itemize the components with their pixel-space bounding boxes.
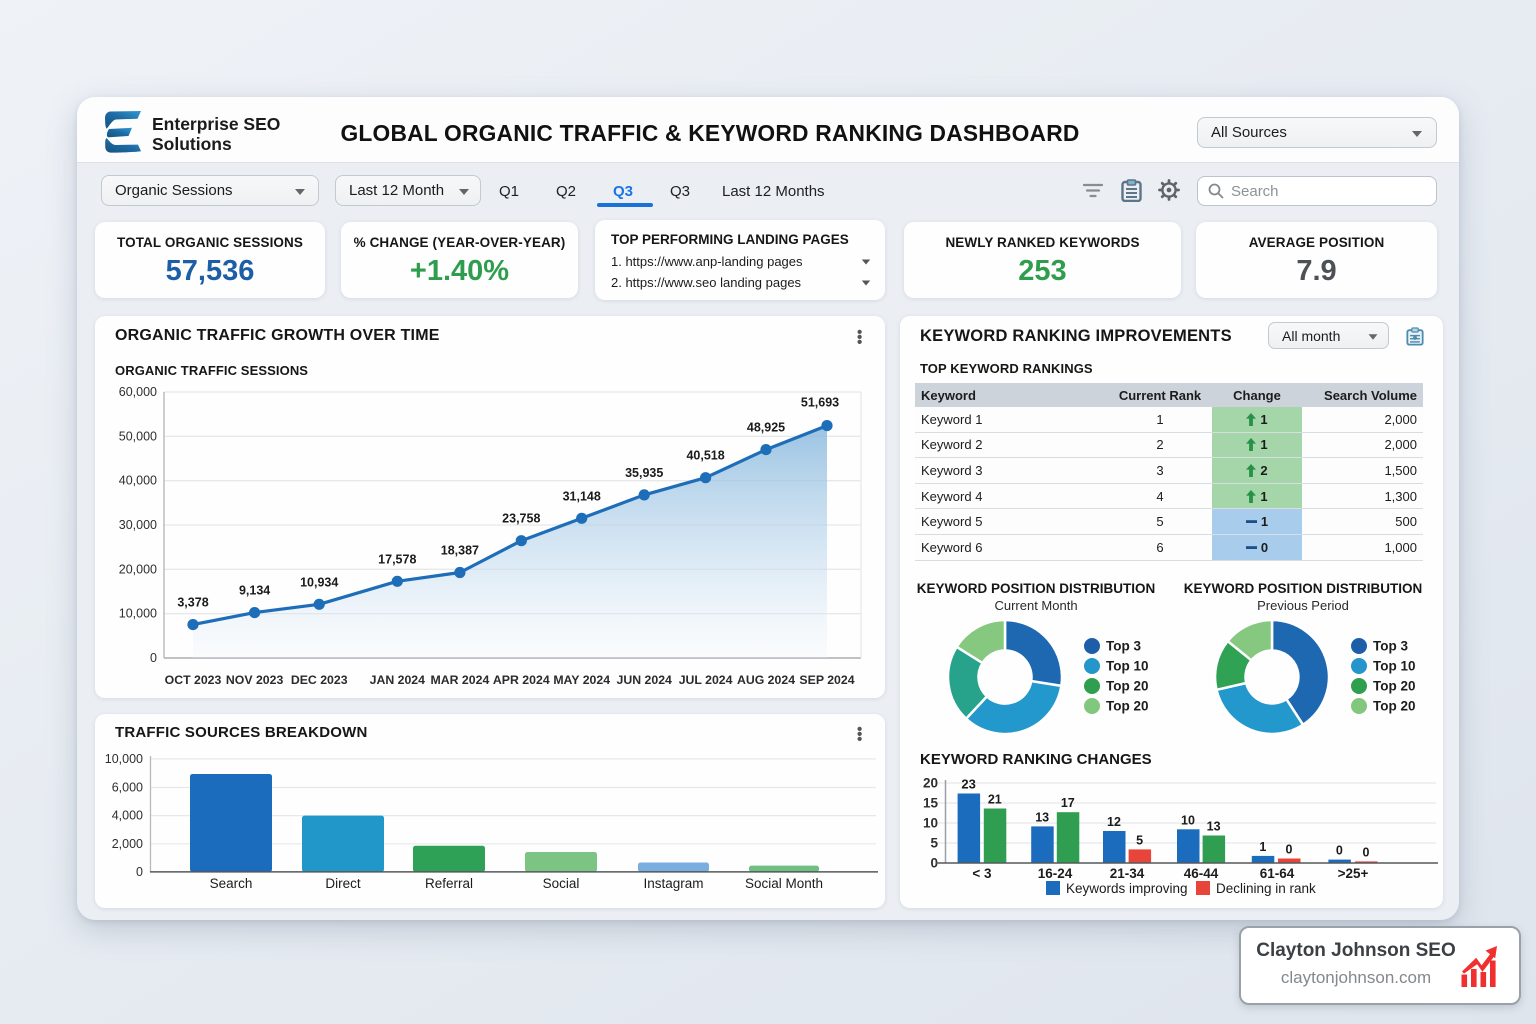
svg-text:0: 0 bbox=[1363, 845, 1370, 859]
svg-text:Top 20: Top 20 bbox=[1373, 699, 1416, 714]
svg-text:35,935: 35,935 bbox=[625, 466, 663, 480]
svg-text:60,000: 60,000 bbox=[119, 385, 157, 399]
svg-text:Top 3: Top 3 bbox=[1106, 639, 1141, 654]
svg-text:Top 10: Top 10 bbox=[1106, 659, 1149, 674]
svg-text:DEC 2023: DEC 2023 bbox=[291, 673, 348, 687]
svg-text:0: 0 bbox=[930, 856, 938, 871]
svg-text:Social Month: Social Month bbox=[745, 876, 823, 891]
svg-text:Direct: Direct bbox=[325, 876, 361, 891]
svg-text:10,000: 10,000 bbox=[105, 752, 143, 766]
svg-text:Top 20: Top 20 bbox=[1106, 679, 1149, 694]
svg-text:48,925: 48,925 bbox=[747, 421, 785, 435]
svg-text:13: 13 bbox=[1035, 810, 1049, 824]
svg-text:46-44: 46-44 bbox=[1184, 866, 1219, 881]
svg-text:KEYWORD RANKING CHANGES: KEYWORD RANKING CHANGES bbox=[920, 751, 1152, 768]
svg-text:JAN 2024: JAN 2024 bbox=[370, 673, 426, 687]
svg-text:13: 13 bbox=[1207, 820, 1221, 834]
svg-text:Declining in rank: Declining in rank bbox=[1216, 881, 1316, 896]
svg-text:17: 17 bbox=[1061, 796, 1075, 810]
svg-text:10,934: 10,934 bbox=[300, 575, 338, 589]
svg-text:6,000: 6,000 bbox=[112, 781, 143, 795]
svg-text:KEYWORD POSITION DISTRIBUTION: KEYWORD POSITION DISTRIBUTION bbox=[917, 581, 1156, 596]
svg-text:Top 10: Top 10 bbox=[1373, 659, 1416, 674]
svg-text:Current Month: Current Month bbox=[994, 598, 1077, 613]
svg-text:3,378: 3,378 bbox=[177, 596, 208, 610]
svg-text:1: 1 bbox=[1259, 840, 1266, 854]
svg-text:10,000: 10,000 bbox=[119, 607, 157, 621]
svg-text:Social: Social bbox=[543, 876, 580, 891]
svg-text:31,148: 31,148 bbox=[563, 489, 601, 503]
svg-text:15: 15 bbox=[923, 796, 939, 811]
svg-text:2,000: 2,000 bbox=[112, 837, 143, 851]
svg-text:10: 10 bbox=[1181, 813, 1195, 827]
svg-text:23,758: 23,758 bbox=[502, 512, 540, 526]
svg-text:61-64: 61-64 bbox=[1260, 866, 1295, 881]
svg-text:Keywords improving: Keywords improving bbox=[1066, 881, 1188, 896]
svg-text:0: 0 bbox=[136, 865, 143, 879]
svg-text:9,134: 9,134 bbox=[239, 584, 270, 598]
svg-text:10: 10 bbox=[923, 816, 938, 831]
svg-text:NOV 2023: NOV 2023 bbox=[226, 673, 284, 687]
svg-text:17,578: 17,578 bbox=[378, 552, 416, 566]
svg-text:51,693: 51,693 bbox=[801, 396, 839, 410]
svg-text:Top 20: Top 20 bbox=[1106, 699, 1149, 714]
svg-text:21-34: 21-34 bbox=[1110, 866, 1145, 881]
svg-text:Top 3: Top 3 bbox=[1373, 639, 1408, 654]
svg-text:Previous Period: Previous Period bbox=[1257, 598, 1349, 613]
svg-text:4,000: 4,000 bbox=[112, 809, 143, 823]
svg-text:0: 0 bbox=[1336, 844, 1343, 858]
svg-text:50,000: 50,000 bbox=[119, 429, 157, 443]
svg-text:30,000: 30,000 bbox=[119, 518, 157, 532]
svg-text:< 3: < 3 bbox=[972, 866, 992, 881]
svg-text:MAR 2024: MAR 2024 bbox=[431, 673, 490, 687]
svg-text:0: 0 bbox=[1286, 843, 1293, 857]
svg-text:Search: Search bbox=[210, 876, 253, 891]
svg-text:Instagram: Instagram bbox=[643, 876, 703, 891]
svg-text:5: 5 bbox=[1136, 833, 1143, 847]
svg-text:21: 21 bbox=[988, 793, 1002, 807]
svg-text:40,000: 40,000 bbox=[119, 474, 157, 488]
svg-text:AUG 2024: AUG 2024 bbox=[737, 673, 795, 687]
svg-text:Top 20: Top 20 bbox=[1373, 679, 1416, 694]
svg-text:JUL 2024: JUL 2024 bbox=[679, 673, 733, 687]
svg-text:40,518: 40,518 bbox=[686, 449, 724, 463]
svg-text:MAY 2024: MAY 2024 bbox=[553, 673, 610, 687]
svg-text:Referral: Referral bbox=[425, 876, 473, 891]
svg-text:5: 5 bbox=[930, 836, 938, 851]
svg-text:0: 0 bbox=[150, 651, 157, 665]
svg-text:20: 20 bbox=[923, 776, 938, 791]
svg-text:18,387: 18,387 bbox=[441, 544, 479, 558]
svg-text:20,000: 20,000 bbox=[119, 562, 157, 576]
svg-text:>25+: >25+ bbox=[1338, 866, 1369, 881]
svg-text:23: 23 bbox=[961, 777, 975, 792]
svg-text:JUN 2024: JUN 2024 bbox=[617, 673, 673, 687]
svg-text:12: 12 bbox=[1107, 815, 1121, 829]
svg-text:KEYWORD POSITION DISTRIBUTION: KEYWORD POSITION DISTRIBUTION bbox=[1184, 581, 1423, 596]
svg-text:SEP 2024: SEP 2024 bbox=[799, 673, 854, 687]
svg-text:APR 2024: APR 2024 bbox=[493, 673, 550, 687]
svg-text:16-24: 16-24 bbox=[1038, 866, 1073, 881]
svg-text:OCT 2023: OCT 2023 bbox=[165, 673, 222, 687]
